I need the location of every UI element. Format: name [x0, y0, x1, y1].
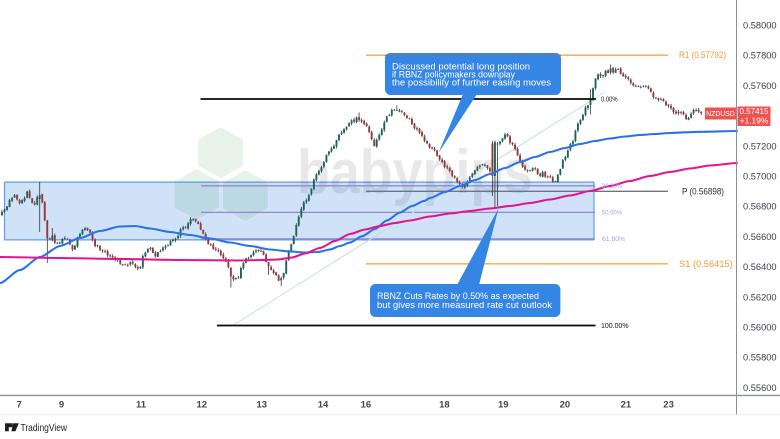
svg-text:23: 23 [663, 399, 674, 410]
svg-text:but gives more measured rate c: but gives more measured rate cut outlook [377, 300, 552, 310]
svg-text:0.56200: 0.56200 [743, 292, 777, 302]
svg-text:RBNZ Cuts Rates by 0.50% as ex: RBNZ Cuts Rates by 0.50% as expected [377, 291, 539, 301]
svg-text:0.58000: 0.58000 [743, 21, 777, 31]
svg-text:7: 7 [17, 399, 22, 410]
svg-text:NZDUSD: NZDUSD [706, 111, 735, 118]
svg-text:14: 14 [318, 399, 329, 410]
svg-text:11: 11 [136, 399, 147, 410]
svg-text:20: 20 [560, 399, 571, 410]
svg-text:9: 9 [59, 399, 64, 410]
svg-text:19: 19 [498, 399, 509, 410]
svg-text:P (0.56898): P (0.56898) [682, 187, 724, 197]
svg-text:S1 (0.56415): S1 (0.56415) [679, 259, 733, 269]
svg-text:16: 16 [361, 399, 372, 410]
svg-text:13: 13 [257, 399, 268, 410]
svg-text:if RBNZ policymakers downplay: if RBNZ policymakers downplay [392, 70, 515, 80]
svg-text:0.56000: 0.56000 [743, 323, 777, 333]
svg-text:0.56800: 0.56800 [743, 202, 777, 212]
svg-text:0.57000: 0.57000 [743, 172, 777, 182]
svg-text:the possibility of further eas: the possibility of further easing moves [392, 78, 551, 88]
svg-text:21: 21 [621, 399, 632, 410]
svg-text:+1.19%: +1.19% [740, 115, 769, 125]
svg-text:0.57600: 0.57600 [743, 81, 777, 91]
svg-text:50.00%: 50.00% [602, 210, 622, 217]
svg-text:TradingView: TradingView [21, 422, 68, 434]
svg-text:R1 (0.57792): R1 (0.57792) [679, 50, 726, 60]
svg-text:38.20%: 38.20% [602, 183, 622, 190]
svg-text:0.57415: 0.57415 [740, 107, 769, 116]
svg-text:Discussed potential long posit: Discussed potential long position [392, 62, 530, 72]
svg-text:0.56400: 0.56400 [743, 262, 777, 272]
svg-text:0.56600: 0.56600 [743, 232, 777, 242]
svg-text:0.57800: 0.57800 [743, 51, 777, 61]
svg-text:0.00%: 0.00% [601, 96, 618, 103]
svg-text:61.80%: 61.80% [602, 236, 625, 243]
svg-text:0.55800: 0.55800 [743, 353, 777, 363]
svg-text:18: 18 [439, 399, 450, 410]
svg-text:100.00%: 100.00% [601, 323, 629, 330]
svg-text:12: 12 [197, 399, 208, 410]
svg-text:0.55600: 0.55600 [743, 383, 777, 393]
svg-text:0.57200: 0.57200 [743, 141, 777, 151]
